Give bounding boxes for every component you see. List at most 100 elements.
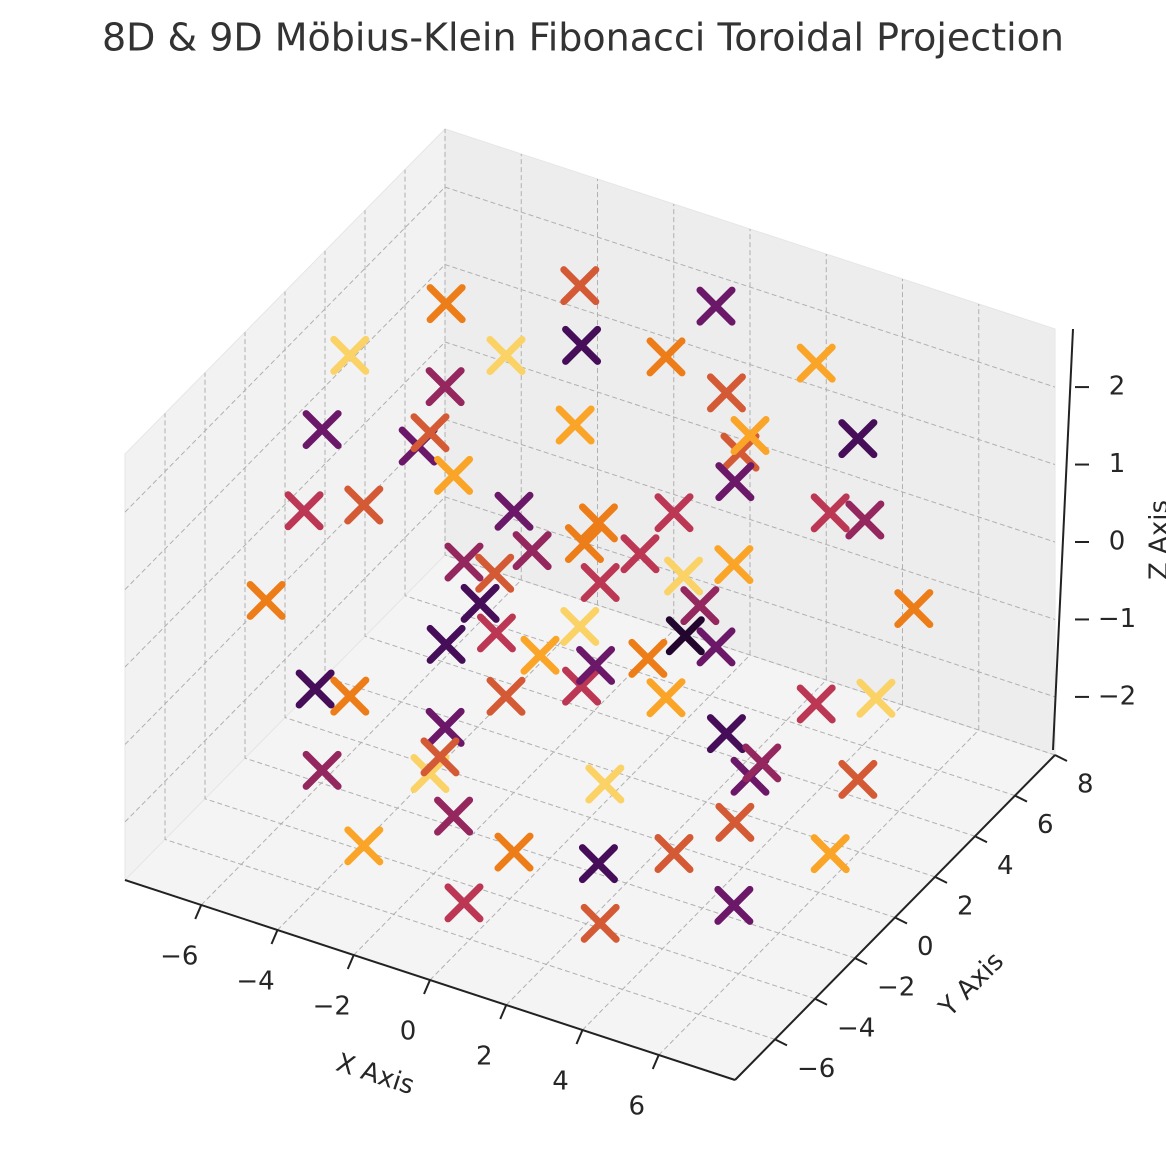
point <box>696 286 736 326</box>
y-tick <box>894 916 908 925</box>
point <box>576 645 616 685</box>
point <box>714 885 754 925</box>
grid-line <box>124 263 1056 590</box>
point <box>578 503 618 543</box>
x-tick-label: −6 <box>160 942 198 972</box>
x-tick <box>575 1029 584 1045</box>
point <box>284 491 324 531</box>
x-tick-label: −2 <box>313 992 351 1022</box>
x-tick <box>423 979 431 995</box>
point <box>796 343 836 383</box>
y-tick-label: −2 <box>877 973 915 1003</box>
y-tick <box>974 835 988 844</box>
grid-line <box>124 496 1056 823</box>
point <box>742 743 782 783</box>
y-tick <box>934 875 948 884</box>
x-axis <box>124 879 736 1081</box>
point <box>302 410 342 450</box>
point <box>894 589 934 629</box>
x-tick-label: 0 <box>400 1017 417 1047</box>
point <box>706 714 746 754</box>
y-tick-label: −4 <box>837 1013 875 1043</box>
x-tick <box>270 929 279 945</box>
point <box>410 753 450 793</box>
y-tick-label: 4 <box>997 851 1014 881</box>
y-axis <box>734 754 1056 1081</box>
point <box>475 553 515 593</box>
point <box>486 336 526 376</box>
point <box>494 491 534 531</box>
z-tick-label: −2 <box>1098 681 1136 711</box>
z-axis <box>1052 328 1074 751</box>
z-tick-label: 1 <box>1109 449 1126 479</box>
x-axis-label: X Axis <box>332 1048 417 1101</box>
point <box>664 556 704 596</box>
y-tick <box>1014 794 1028 803</box>
point <box>562 325 602 365</box>
point <box>426 284 466 324</box>
y-tick-label: 6 <box>1037 810 1054 840</box>
x-tick-label: 4 <box>552 1067 569 1097</box>
point <box>486 676 526 716</box>
point <box>856 678 896 718</box>
z-axis-label: Z Axis <box>1145 500 1166 580</box>
y-tick-label: −6 <box>797 1054 835 1084</box>
point <box>444 542 484 582</box>
point <box>580 903 620 943</box>
chart-title: 8D & 9D Möbius-Klein Fibonacci Toroidal … <box>102 16 1064 60</box>
y-tick-label: 0 <box>917 932 934 962</box>
point <box>665 616 705 656</box>
point <box>680 586 720 626</box>
y-tick-label: 8 <box>1077 770 1094 800</box>
point <box>410 413 450 453</box>
x-tick <box>194 904 203 920</box>
z-tick-label: −1 <box>1098 604 1136 634</box>
point <box>520 635 560 675</box>
point <box>580 563 620 603</box>
point <box>706 373 746 413</box>
point <box>560 266 600 306</box>
point <box>796 684 836 724</box>
y-tick <box>814 997 828 1006</box>
point <box>560 606 600 646</box>
point <box>562 666 602 706</box>
point <box>444 883 484 923</box>
point <box>434 796 474 836</box>
y-tick <box>854 957 868 966</box>
grid-line <box>284 291 896 918</box>
point <box>810 493 850 533</box>
point <box>654 493 694 533</box>
point <box>295 669 335 709</box>
y-tick <box>1054 754 1068 762</box>
point <box>425 367 465 407</box>
point <box>730 416 770 456</box>
point <box>330 676 370 716</box>
y-tick <box>774 1038 788 1047</box>
point <box>564 524 604 564</box>
point <box>426 624 466 664</box>
point <box>845 500 885 540</box>
point <box>810 834 850 874</box>
point <box>620 534 660 574</box>
point <box>578 844 618 884</box>
point <box>715 802 755 842</box>
point <box>512 531 552 571</box>
y-axis-label: Y Axis <box>933 946 1010 1023</box>
point <box>654 833 694 873</box>
x-tick-label: −4 <box>236 967 274 997</box>
point <box>344 485 384 525</box>
y-tick-label: 2 <box>957 891 974 921</box>
grid-line <box>124 186 1056 513</box>
point <box>646 337 686 377</box>
point <box>420 737 460 777</box>
point <box>460 583 500 623</box>
x-tick <box>499 1004 508 1020</box>
point <box>302 750 342 790</box>
grid-line <box>364 210 976 837</box>
point <box>838 419 878 459</box>
grid-line <box>444 129 1056 756</box>
x-tick <box>346 954 355 970</box>
grid-line <box>164 413 776 1040</box>
x-tick <box>651 1054 660 1070</box>
